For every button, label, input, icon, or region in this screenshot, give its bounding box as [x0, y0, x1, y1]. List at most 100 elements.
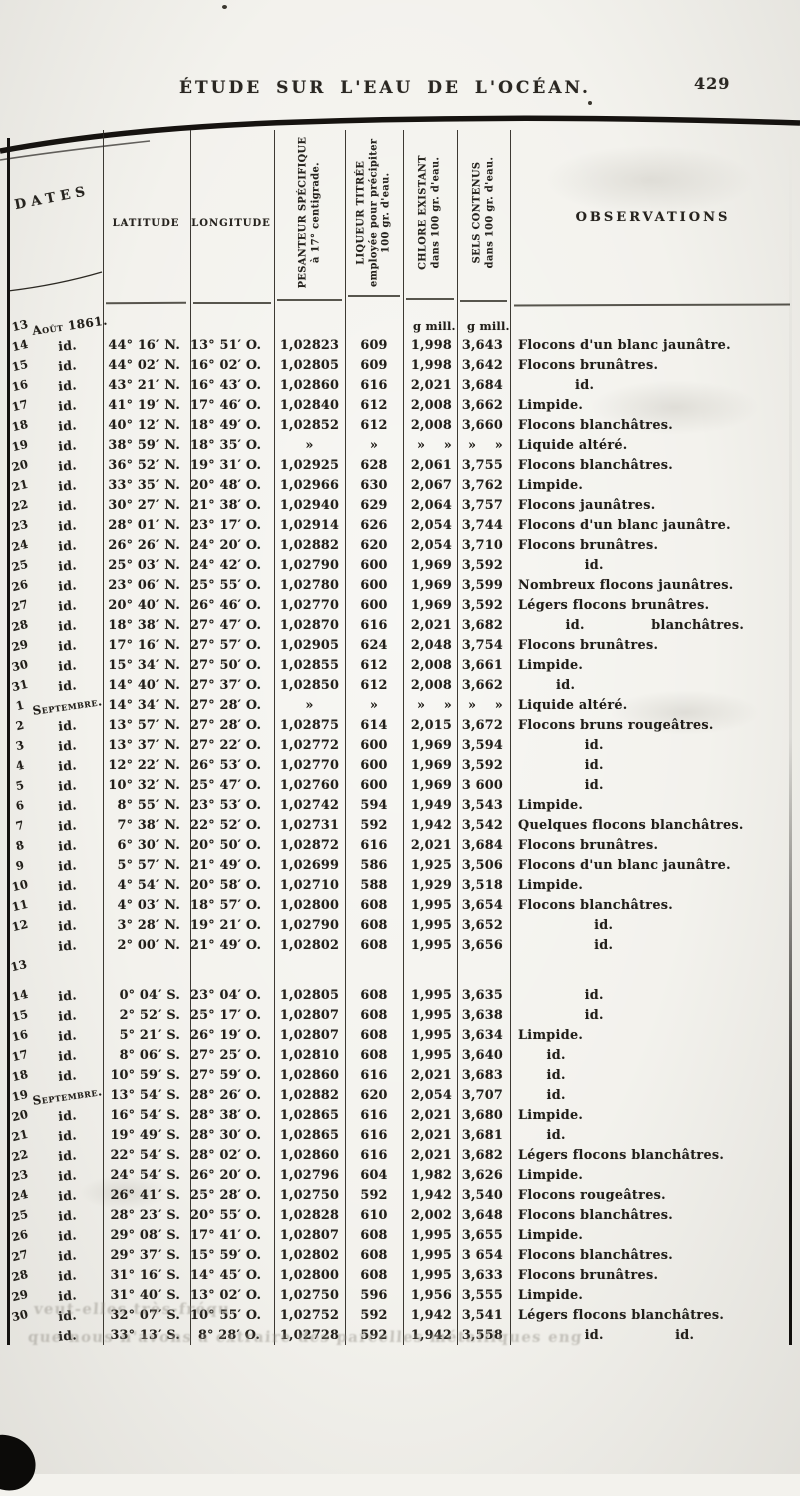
- cell-liqueur: [345, 956, 403, 986]
- cell-latitude: 16° 54′ S.: [110, 1108, 180, 1123]
- cell-density: 1,02728: [279, 1328, 340, 1343]
- column-header-dates: DATES: [13, 182, 92, 214]
- cell-latitude: 24° 54′ S.: [110, 1168, 180, 1183]
- cell-liqueur: 608: [360, 938, 388, 953]
- cell-liqueur: 620: [360, 538, 388, 553]
- table-row: id. 33° 13′ S. 8° 28′ O. 1,02728 592 1,9…: [8, 1326, 795, 1346]
- cell-longitude: 24° 42′ O.: [190, 558, 262, 573]
- cell-density: 1,02790: [279, 918, 340, 933]
- cell-latitude: 38° 59′ N.: [108, 438, 180, 453]
- cell-liqueur: 608: [360, 1248, 388, 1263]
- cell-liqueur: 608: [360, 1008, 388, 1023]
- cell-liqueur: 616: [360, 1128, 388, 1143]
- cell-liqueur: 614: [360, 718, 388, 733]
- cell-density: 1,02840: [279, 398, 340, 413]
- table-row: 24 id. 26° 26′ N. 24° 20′ O. 1,02882 620…: [8, 536, 795, 556]
- cell-chlore: 2,002: [410, 1208, 452, 1223]
- cell-latitude: 29° 37′ S.: [110, 1248, 180, 1263]
- scan-corner-artifact: [0, 1429, 42, 1496]
- cell-longitude: 18° 57′ O.: [190, 898, 262, 913]
- column-divider: [103, 130, 105, 1345]
- column-divider: [274, 130, 276, 1345]
- page-title: ÉTUDE SUR L'EAU DE L'OCÉAN.: [179, 78, 591, 98]
- cell-sels: 3,662: [461, 678, 503, 693]
- cell-liqueur: »: [369, 698, 379, 713]
- cell-observation: id.: [518, 988, 604, 1003]
- cell-chlore: 2,008: [410, 678, 452, 693]
- cell-sels: 3,643: [461, 338, 503, 353]
- cell-latitude: 23° 06′ N.: [108, 578, 180, 593]
- cell-longitude: 25° 17′ O.: [190, 1008, 262, 1023]
- table-row: 19 id. 38° 59′ N. 18° 35′ O. » » » » » »…: [8, 436, 795, 456]
- table-row: 3 id. 13° 37′ N. 27° 22′ O. 1,02772 600 …: [8, 736, 795, 756]
- table-row: 24 id. 26° 41′ S. 25° 28′ O. 1,02750 592…: [8, 1186, 795, 1206]
- table-row: 20 id. 36° 52′ N. 19° 31′ O. 1,02925 628…: [8, 456, 795, 476]
- table-row: 16 id. 5° 21′ S. 26° 19′ O. 1,02807 608 …: [8, 1026, 795, 1046]
- cell-observation: id.: [518, 1068, 566, 1083]
- cell-density: 1,02805: [279, 988, 340, 1003]
- cell-sels: 3,662: [461, 398, 503, 413]
- cell-observation: Légers flocons blanchâtres.: [518, 1148, 725, 1163]
- cell-density: 1,02828: [279, 1208, 340, 1223]
- table-row: 15 id. 44° 02′ N. 16° 02′ O. 1,02805 609…: [8, 356, 795, 376]
- column-header-liqueur: LIQUEUR TITRÉE employée pour précipiter …: [355, 128, 393, 298]
- cell-observation: Limpide.: [518, 1168, 584, 1183]
- cell-density: 1,02802: [279, 938, 340, 953]
- cell-chlore: 2,008: [410, 398, 452, 413]
- cell-density: 1,02770: [279, 598, 340, 613]
- table-rows: 13 Août 1861. g mill. g mill. 14 id. 44°…: [8, 313, 795, 1346]
- cell-latitude: 31° 40′ S.: [110, 1288, 180, 1303]
- cell-liqueur: 609: [360, 338, 388, 353]
- cell-chlore: 1,995: [410, 1048, 452, 1063]
- cell-latitude: 30° 27′ N.: [108, 498, 180, 513]
- cell-chlore: » »: [416, 438, 452, 453]
- cell-chlore: 1,942: [410, 1188, 452, 1203]
- cell-sels: 3,599: [461, 578, 503, 593]
- cell-sels: 3,655: [461, 1228, 503, 1243]
- cell-observation: Flocons d'un blanc jaunâtre.: [518, 338, 731, 353]
- table-row: 22 id. 22° 54′ S. 28° 02′ O. 1,02860 616…: [8, 1146, 795, 1166]
- cell-sels: 3,757: [461, 498, 503, 513]
- table-row: 28 id. 18° 38′ N. 27° 47′ O. 1,02870 616…: [8, 616, 795, 636]
- cell-latitude: 20° 40′ N.: [108, 598, 180, 613]
- cell-latitude: 12° 22′ N.: [108, 758, 180, 773]
- cell-longitude: 20° 48′ O.: [190, 478, 262, 493]
- column-header-chlore: CHLORE EXISTANT dans 100 gr. d'eau.: [418, 128, 443, 298]
- table-row: 25 id. 25° 03′ N. 24° 42′ O. 1,02790 600…: [8, 556, 795, 576]
- cell-sels: 3,681: [461, 1128, 503, 1143]
- cell-liqueur: 629: [360, 498, 388, 513]
- cell-latitude: 8° 55′ N.: [117, 798, 180, 813]
- header-separator: [406, 298, 454, 300]
- cell-sels: 3,634: [461, 1028, 503, 1043]
- cell-longitude: 20° 58′ O.: [190, 878, 262, 893]
- table-row: 25 id. 28° 23′ S. 20° 55′ O. 1,02828 610…: [8, 1206, 795, 1226]
- table-row: 26 id. 23° 06′ N. 25° 55′ O. 1,02780 600…: [8, 576, 795, 596]
- table-row: 20 id. 16° 54′ S. 28° 38′ O. 1,02865 616…: [8, 1106, 795, 1126]
- cell-longitude: 21° 38′ O.: [190, 498, 262, 513]
- table-row: 15 id. 2° 52′ S. 25° 17′ O. 1,02807 608 …: [8, 1006, 795, 1026]
- cell-liqueur: 624: [360, 638, 388, 653]
- column-header-observations: OBSERVATIONS: [575, 210, 731, 225]
- cell-sels: 3,660: [461, 418, 503, 433]
- table-row: 1 Septembre. 14° 34′ N. 27° 28′ O. » » »…: [8, 694, 795, 718]
- cell-density: 1,02966: [279, 478, 340, 493]
- cell-density: 1,02731: [279, 818, 340, 833]
- cell-chlore: [403, 956, 457, 986]
- table-row: 31 id. 14° 40′ N. 27° 37′ O. 1,02850 612…: [8, 676, 795, 696]
- cell-longitude: 21° 49′ O.: [190, 858, 262, 873]
- cell-longitude: 14° 45′ O.: [190, 1268, 262, 1283]
- cell-chlore: 2,021: [410, 1108, 452, 1123]
- cell-liqueur: 628: [360, 458, 388, 473]
- cell-density: 1,02800: [279, 898, 340, 913]
- column-header-sels: SELS CONTENUS dans 100 gr. d'eau.: [472, 128, 497, 298]
- cell-latitude: 14° 34′ N.: [108, 698, 180, 713]
- cell-sels: 3,652: [461, 918, 503, 933]
- cell-observation: id.: [518, 378, 595, 393]
- cell-observation: Flocons d'un blanc jaunâtre.: [518, 518, 731, 533]
- cell-observation: id.: [518, 558, 604, 573]
- cell-density: 1,02807: [279, 1228, 340, 1243]
- cell-chlore: 1,942: [410, 1328, 452, 1343]
- cell-liqueur: 592: [360, 818, 388, 833]
- cell-latitude: 15° 34′ N.: [108, 658, 180, 673]
